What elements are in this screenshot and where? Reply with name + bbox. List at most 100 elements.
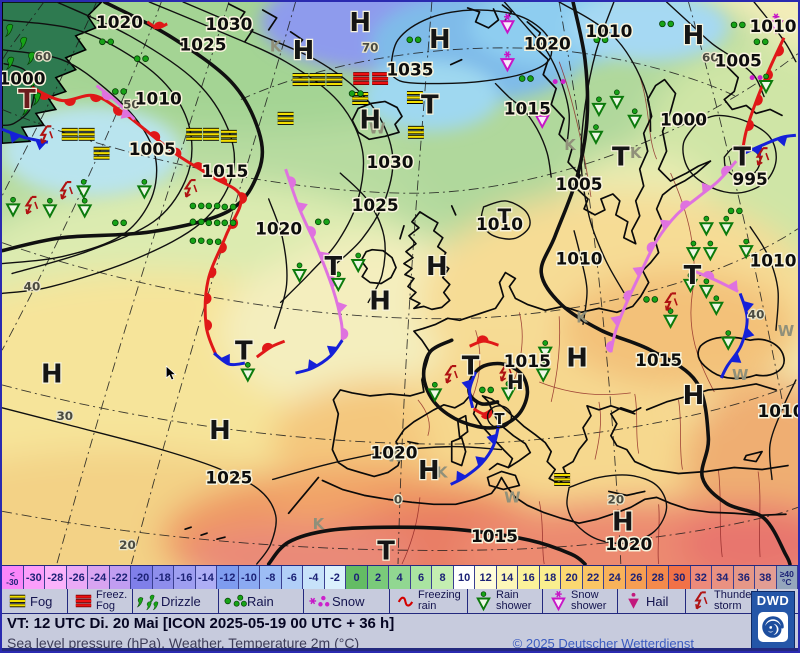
warm-front-marker (262, 342, 273, 353)
pressure-label: 995 (733, 169, 768, 189)
graticule-label: 40 (24, 279, 41, 293)
wx-symbol-rain2 (112, 88, 127, 95)
wx-symbol-drizzle (32, 92, 42, 106)
pressure-label: 1015 (201, 161, 248, 181)
pressure-center-H: H (209, 416, 231, 446)
pressure-center-T: T (421, 91, 439, 121)
pressure-label: 1020 (96, 12, 143, 32)
pressure-center-H: H (683, 381, 705, 411)
occluded-front-marker (307, 226, 316, 238)
pressure-label: 1010 (750, 251, 797, 271)
wx-symbol-drizzle (5, 56, 15, 71)
isobar (480, 200, 531, 240)
pressure-label: 1035 (386, 60, 433, 80)
sea-cold-patches (2, 2, 729, 196)
isobar (389, 9, 553, 85)
wx-symbol-ffog (372, 72, 389, 86)
warm-front-marker (113, 106, 124, 116)
dwd-logo-text: DWD (756, 593, 790, 608)
wx-symbol-fog (309, 73, 326, 87)
wx-symbol-fog (203, 127, 219, 141)
cold-front-marker (743, 327, 755, 339)
legend-item-label: Thunder storm (714, 589, 755, 612)
wx-symbol-rshower (537, 340, 553, 361)
drizzle-icon (136, 594, 159, 611)
pressure-center-T: T (612, 142, 630, 172)
wx-symbol-fog (406, 91, 423, 104)
advection-label: K (313, 515, 325, 533)
coastlines (184, 3, 789, 540)
wx-symbol-rshower (42, 197, 58, 219)
wx-symbol-rshower (698, 215, 714, 237)
wx-symbol-rshower (685, 240, 702, 262)
advection-label: K (576, 308, 588, 326)
legend-item-label: Freezing rain (418, 589, 461, 612)
graticule-label: 60 (702, 51, 719, 65)
wx-symbol-rshower (738, 238, 754, 260)
wx-symbol-rain2 (593, 36, 609, 44)
warm-front-marker (90, 94, 102, 103)
occluded-front-marker (727, 280, 738, 292)
pressure-label: 1010 (750, 16, 797, 36)
wx-symbol-fog (61, 127, 78, 141)
wx-symbol-rain2 (221, 203, 237, 211)
pressure-center-H: H (349, 8, 371, 38)
wx-symbol-rshower (627, 108, 643, 130)
wx-symbol-sshower (768, 13, 784, 35)
temperature-scale-cell: 14 (496, 566, 519, 589)
temperature-scale-cell: -30 (23, 566, 46, 589)
occluded-front-marker (632, 266, 644, 278)
warm-front (255, 339, 286, 359)
wx-symbol-rain2 (314, 218, 330, 226)
wx-symbol-rain2 (189, 218, 205, 226)
wx-symbol-drizzle (18, 36, 28, 51)
advection-label: K (436, 463, 448, 481)
cold-front-marker (743, 300, 754, 313)
pressure-center-H: H (507, 371, 524, 394)
wx-symbol-rshower (662, 308, 679, 329)
wx-symbol-drizzle (26, 51, 36, 66)
legend-item-snow: Snow (304, 589, 390, 613)
warm-front-marker (149, 131, 161, 141)
wx-symbol-rshower (76, 179, 92, 200)
isobar (558, 2, 652, 133)
wx-symbol-tstorm (444, 365, 458, 384)
warm-front-marker (192, 162, 205, 172)
temperature-scale-cell: -12 (217, 566, 239, 589)
warm-front-marker (170, 147, 182, 158)
wx-symbol-fog (93, 146, 110, 160)
product-description-text: Sea level pressure (hPa), Weather, Tempe… (7, 635, 360, 651)
cold-front-marker (776, 135, 788, 147)
thunderstorm-icon (694, 591, 708, 610)
temperature-scale: < -30 -30 -28 -26 -24 -22 -20 -18 -16 -14 -12 -10 -8… (2, 565, 798, 590)
temperature-scale-cell: 22 (582, 566, 605, 589)
wx-symbol-tstorm (183, 179, 198, 198)
isobar (2, 2, 265, 253)
cold-front-marker (475, 456, 487, 468)
warm-front-marker (480, 410, 493, 420)
legend-item-label: Snow (332, 593, 365, 609)
temperature-scale-cell: 26 (625, 566, 648, 589)
map-area: 60 50 70 60 40 30 20 0 20 40 K W K K K W W W K K W 1020 1030 10… (2, 2, 798, 565)
hail-icon (628, 592, 639, 609)
warm-front-marker (754, 94, 763, 106)
isobar (266, 525, 587, 565)
wx-symbol-tstorm (24, 195, 39, 215)
pressure-label: 1015 (471, 526, 518, 546)
wx-symbol-rain2 (753, 38, 769, 46)
pressure-label: 1015 (504, 98, 551, 118)
warm-front (740, 37, 786, 154)
wx-symbol-rain2 (727, 207, 743, 215)
legend-item-label: Drizzle (161, 593, 201, 609)
legend-item-hail: Hail (618, 589, 686, 613)
isobar (268, 198, 288, 329)
temperature-scale-cell: 8 (432, 566, 454, 589)
pressure-label: 1020 (605, 534, 652, 554)
warm-front-marker (64, 98, 76, 106)
pressure-label: 1005 (556, 174, 603, 194)
temperature-scale-cell: 12 (475, 566, 497, 589)
pressure-center-T: T (684, 261, 702, 291)
temperature-scale-cell: -16 (174, 566, 196, 589)
legend-item-label: Rain (247, 593, 274, 609)
occluded-front-marker (605, 340, 613, 353)
